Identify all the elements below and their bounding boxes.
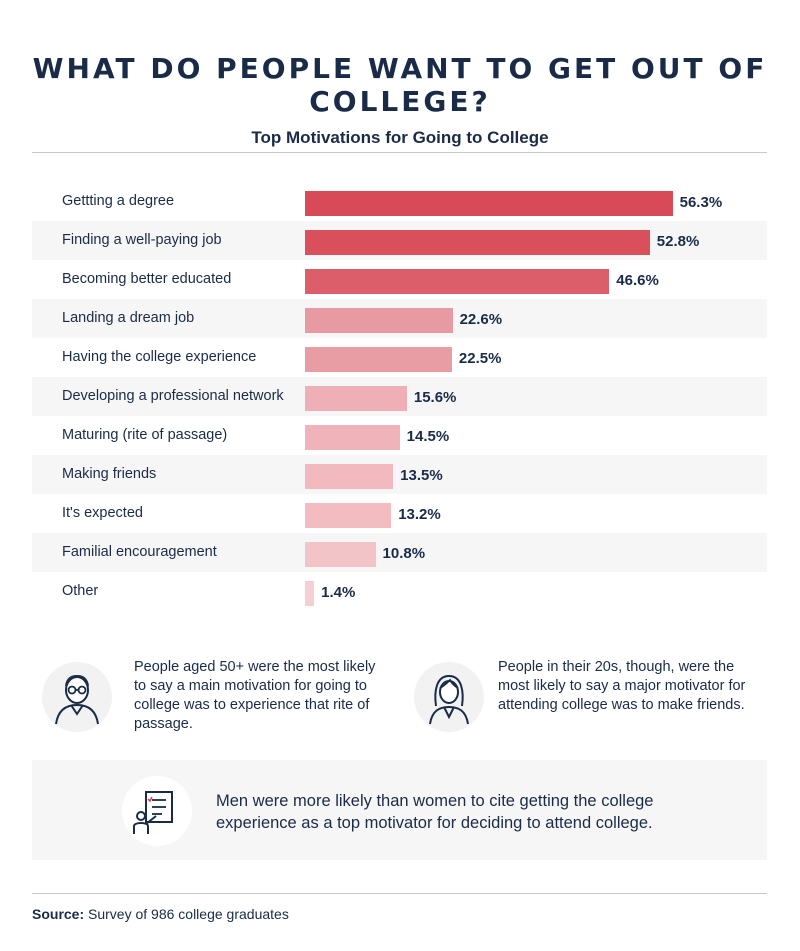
category-label: Developing a professional network <box>62 388 284 404</box>
presenter-checklist-icon <box>122 776 192 846</box>
value-label: 10.8% <box>382 545 426 562</box>
bar <box>305 464 394 489</box>
value-label: 14.5% <box>406 428 450 445</box>
category-label: Making friends <box>62 466 157 482</box>
chart-row: Landing a dream job 22.6% <box>32 299 767 338</box>
callout-older: People aged 50+ were the most likely to … <box>134 659 376 732</box>
value-label: 1.4% <box>321 584 356 601</box>
bottom-divider <box>32 893 767 894</box>
bar <box>305 542 376 567</box>
bar <box>305 191 673 216</box>
category-label: Becoming better educated <box>62 271 232 287</box>
callout-younger: People in their 20s, though, were the mo… <box>498 659 746 713</box>
source-label: Source: <box>32 906 85 922</box>
value-label: 56.3% <box>679 194 723 211</box>
value-label: 15.6% <box>413 389 457 406</box>
bar <box>305 308 453 333</box>
source-note: Source: Survey of 986 college graduates <box>32 906 289 922</box>
chart-row: Developing a professional network 15.6% <box>32 377 767 416</box>
young-woman-icon <box>414 662 484 732</box>
bar <box>305 425 400 450</box>
chart-row: Other 1.4% <box>32 572 767 611</box>
chart-row: Finding a well-paying job 52.8% <box>32 221 767 260</box>
page-title: WHAT DO PEOPLE WANT TO GET OUT OF COLLEG… <box>32 52 768 118</box>
category-label: Gettting a degree <box>62 193 175 209</box>
category-label: Familial encouragement <box>62 544 217 560</box>
category-label: Maturing (rite of passage) <box>62 427 228 443</box>
category-label: Other <box>62 583 99 599</box>
chart-row: Making friends 13.5% <box>32 455 767 494</box>
bar <box>305 230 650 255</box>
chart-title: Top Motivations for Going to College <box>251 128 549 147</box>
older-man-icon <box>42 662 112 732</box>
bar <box>305 581 315 606</box>
bar <box>305 347 452 372</box>
value-label: 52.8% <box>656 233 700 250</box>
value-label: 22.5% <box>458 350 502 367</box>
value-label: 22.6% <box>459 311 503 328</box>
category-label: Landing a dream job <box>62 310 195 326</box>
category-label: Having the college experience <box>62 349 257 365</box>
chart-row: Becoming better educated 46.6% <box>32 260 767 299</box>
chart-row: It's expected 13.2% <box>32 494 767 533</box>
bar <box>305 503 392 528</box>
value-label: 13.5% <box>400 467 443 484</box>
bar <box>305 386 407 411</box>
chart-row: Maturing (rite of passage) 14.5% <box>32 416 767 455</box>
category-label: Finding a well-paying job <box>62 232 222 248</box>
callout-gender: Men were more likely than women to cite … <box>216 792 654 832</box>
value-label: 13.2% <box>398 506 441 523</box>
source-text: Survey of 986 college graduates <box>84 906 289 922</box>
value-label: 46.6% <box>616 272 659 289</box>
bar <box>305 269 610 294</box>
category-label: It's expected <box>62 505 143 521</box>
bar-chart: Gettting a degree 56.3% Finding a well-pay… <box>32 182 767 612</box>
top-divider <box>32 152 767 153</box>
chart-row: Having the college experience 22.5% <box>32 338 767 377</box>
chart-row: Familial encouragement 10.8% <box>32 533 767 572</box>
chart-row: Gettting a degree 56.3% <box>32 182 767 221</box>
